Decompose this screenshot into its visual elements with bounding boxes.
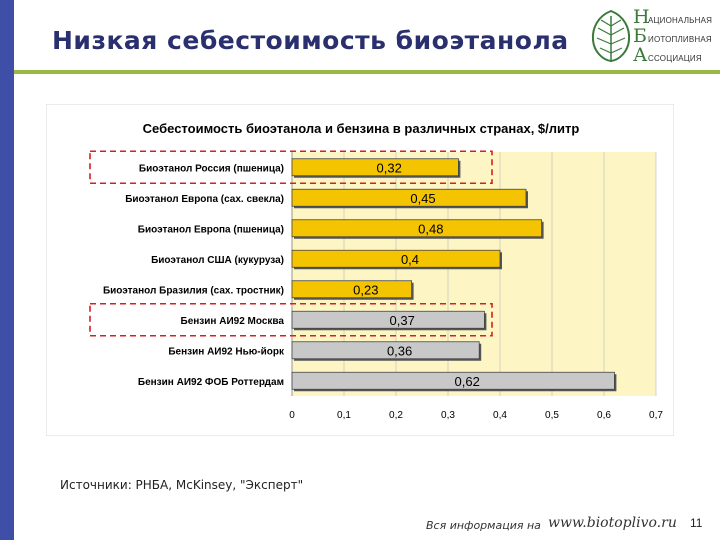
category-label: Бензин АИ92 Нью-йорк xyxy=(168,346,285,357)
cost-chart-svg: Себестоимость биоэтанола и бензина в раз… xyxy=(46,104,674,436)
logo-word: АЦИОНАЛЬНАЯ xyxy=(648,16,713,25)
data-label: 0,23 xyxy=(353,282,378,297)
logo-letter: Б xyxy=(633,25,647,47)
data-label: 0,37 xyxy=(390,313,415,328)
page-title: Низкая себестоимость биоэтанола xyxy=(52,26,569,55)
highlight-box xyxy=(89,150,493,185)
page-number: 11 xyxy=(690,516,703,530)
bar xyxy=(291,219,543,238)
title-divider xyxy=(14,70,720,74)
data-label: 0,36 xyxy=(387,343,412,358)
x-tick-label: 0,1 xyxy=(337,410,351,421)
category-label: Бензин АИ92 ФОБ Роттердам xyxy=(138,377,284,388)
footer-note: Вся информация на xyxy=(426,519,541,532)
category-label: Биоэтанол Бразилия (сах. тростник) xyxy=(103,285,284,296)
left-accent-bar xyxy=(0,0,14,540)
logo-word: ИОТОПЛИВНАЯ xyxy=(648,35,712,44)
cost-chart: Себестоимость биоэтанола и бензина в раз… xyxy=(46,104,674,436)
data-label: 0,4 xyxy=(401,252,419,267)
data-label: 0,32 xyxy=(377,160,402,175)
data-label: 0,62 xyxy=(455,374,480,389)
x-tick-label: 0,3 xyxy=(441,410,455,421)
category-label: Бензин АИ92 Москва xyxy=(181,316,285,327)
association-logo: Н Б А АЦИОНАЛЬНАЯ ИОТОПЛИВНАЯ ССОЦИАЦИЯ xyxy=(588,6,718,66)
logo-word: ССОЦИАЦИЯ xyxy=(648,54,702,63)
bar xyxy=(291,280,412,299)
bar xyxy=(291,158,459,177)
x-tick-label: 0,2 xyxy=(389,410,403,421)
leaf-icon xyxy=(591,9,631,63)
logo-letters: Н Б А xyxy=(633,6,650,66)
logo-words: АЦИОНАЛЬНАЯ ИОТОПЛИВНАЯ ССОЦИАЦИЯ xyxy=(648,11,712,68)
bar xyxy=(291,188,527,207)
chart-title: Себестоимость биоэтанола и бензина в раз… xyxy=(143,121,580,136)
logo-letter: Н xyxy=(633,6,650,28)
logo-letter: А xyxy=(633,44,648,66)
category-label: Биоэтанол США (кукуруза) xyxy=(151,255,284,266)
bar xyxy=(291,341,480,360)
bar xyxy=(291,371,615,390)
bar xyxy=(291,249,501,268)
data-label: 0,45 xyxy=(410,191,435,206)
data-label: 0,48 xyxy=(418,221,443,236)
website-link[interactable]: www.biotoplivo.ru xyxy=(548,515,677,531)
x-tick-label: 0,6 xyxy=(597,410,611,421)
bar xyxy=(291,310,485,329)
category-label: Биоэтанол Европа (пшеница) xyxy=(138,224,284,235)
x-tick-label: 0,4 xyxy=(493,410,507,421)
x-tick-label: 0,7 xyxy=(649,410,663,421)
x-tick-label: 0,5 xyxy=(545,410,559,421)
source-note: Источники: РНБА, McKinsey, "Эксперт" xyxy=(60,478,304,492)
x-tick-label: 0 xyxy=(289,410,295,421)
category-label: Биоэтанол Европа (сах. свекла) xyxy=(125,194,284,205)
category-label: Биоэтанол Россия (пшеница) xyxy=(139,163,284,174)
highlight-box xyxy=(89,302,493,337)
